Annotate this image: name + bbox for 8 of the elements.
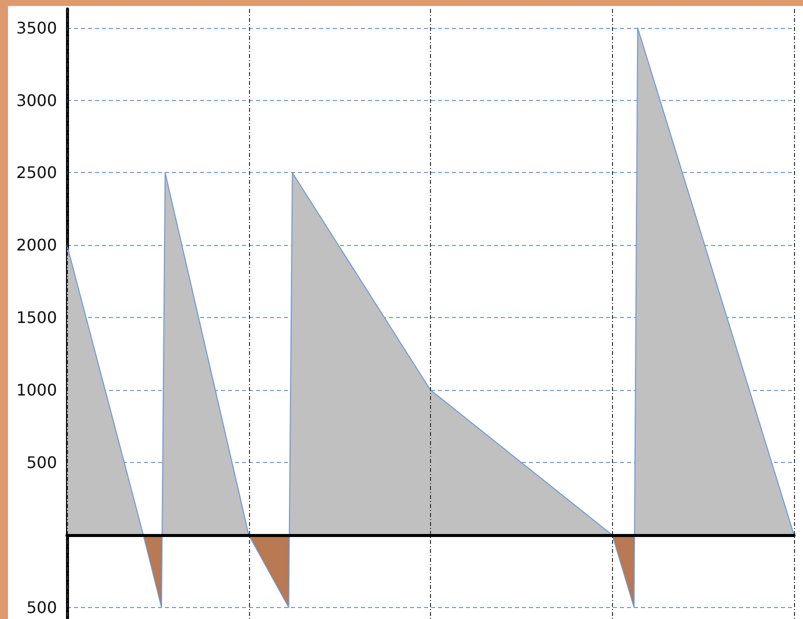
y-tick-label: 500: [26, 453, 57, 472]
y-tick-label: 2000: [16, 236, 57, 255]
y-tick-label: 1500: [16, 308, 57, 328]
y-tick-label: 3500: [16, 18, 57, 38]
y-tick-label: 1000: [16, 380, 57, 400]
y-tick-label: 500: [26, 598, 57, 617]
y-tick-label: 3000: [16, 90, 57, 110]
y-tick-label: 2500: [16, 163, 57, 182]
